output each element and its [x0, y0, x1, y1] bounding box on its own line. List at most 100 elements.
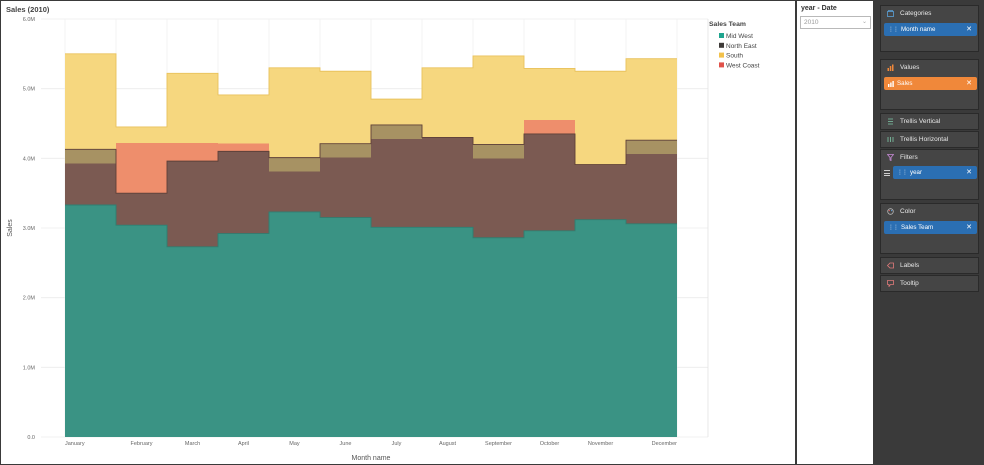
chip-year[interactable]: ⋮⋮ year ✕ [893, 166, 977, 179]
x-axis-label: Month name [352, 455, 391, 462]
chip-month-name[interactable]: ⋮⋮ Month name ✕ [884, 23, 977, 36]
area-segment-mid-west[interactable] [524, 230, 575, 437]
drag-handle-icon[interactable]: ⋮⋮ [888, 225, 899, 231]
area-segment-south[interactable] [218, 94, 269, 144]
legend-label: South [726, 53, 743, 60]
well-labels[interactable]: Labels [880, 257, 979, 274]
chevron-down-icon: ⌄ [861, 19, 867, 25]
stacked-area-chart[interactable]: 0.0 1.0M 2.0M 3.0M 4.0M 5.0M 6.0M January Februa… [1, 1, 797, 464]
area-segment-west-coast[interactable] [524, 120, 575, 134]
x-tick-label: April [238, 441, 249, 447]
area-segment-west-coast[interactable] [218, 143, 269, 152]
legend-swatch[interactable] [719, 62, 724, 68]
area-segment-mid-west[interactable] [626, 223, 677, 437]
x-tick-label: May [289, 441, 300, 447]
series-line-north-east [65, 124, 677, 194]
well-categories-label: Categories [900, 10, 932, 17]
x-tick-label: July [392, 441, 402, 447]
well-trellis-horizontal-label: Trellis Horizontal [900, 136, 949, 143]
well-categories[interactable]: Categories ⋮⋮ Month name ✕ [880, 5, 979, 52]
area-segment-mid-west[interactable] [65, 205, 116, 437]
y-tick-label: 5.0M [23, 87, 36, 93]
filter-options-icon[interactable] [884, 170, 890, 178]
area-segment-mid-west[interactable] [473, 237, 524, 437]
area-segment-mid-west[interactable] [575, 219, 626, 437]
legend-swatch[interactable] [719, 33, 724, 38]
area-segment-south[interactable] [524, 68, 575, 121]
legend-label: West Coast [726, 62, 760, 69]
area-segment-north-east[interactable] [116, 193, 167, 226]
filter-icon [887, 154, 894, 161]
area-segment-south[interactable] [422, 67, 473, 138]
area-segment-mid-west[interactable] [371, 227, 422, 437]
area-segment-north-east[interactable] [575, 164, 626, 220]
bar-chart-icon [888, 80, 894, 87]
filter-title: year - Date [801, 5, 837, 12]
area-segment-mid-west[interactable] [422, 227, 473, 437]
values-icon [887, 64, 894, 71]
y-axis-label: Sales [7, 219, 14, 237]
area-segment-mid-west[interactable] [116, 225, 167, 437]
well-trellis-horizontal[interactable]: Trellis Horizontal [880, 131, 979, 148]
categories-icon [887, 10, 894, 17]
area-segment-north-east[interactable] [524, 133, 575, 231]
well-filters[interactable]: Filters ⋮⋮ year ✕ [880, 149, 979, 200]
x-tick-label: June [340, 441, 352, 447]
area-overlap-band [320, 143, 371, 158]
area-segment-south[interactable] [320, 71, 371, 144]
area-segment-north-east[interactable] [473, 144, 524, 238]
well-values[interactable]: Values Sales ✕ [880, 59, 979, 110]
well-filters-label: Filters [900, 154, 918, 161]
remove-sales-icon[interactable]: ✕ [966, 80, 972, 87]
x-tick-label: March [185, 441, 200, 447]
remove-sales-team-icon[interactable]: ✕ [966, 224, 972, 231]
area-segment-south[interactable] [167, 73, 218, 144]
area-overlap-band [269, 157, 320, 172]
area-segment-north-east[interactable] [371, 124, 422, 228]
legend-label: North East [726, 43, 757, 50]
chart-title: Sales (2010) [6, 5, 50, 14]
area-segment-south[interactable] [575, 71, 626, 165]
well-color[interactable]: Color ⋮⋮ Sales Team ✕ [880, 203, 979, 254]
legend-title: Sales Team [709, 21, 746, 28]
area-segment-west-coast[interactable] [116, 143, 167, 194]
chip-month-name-label: Month name [901, 26, 936, 33]
area-segment-south[interactable] [116, 126, 167, 144]
well-values-label: Values [900, 64, 920, 71]
trellis-vertical-icon [888, 118, 893, 125]
area-overlap-band [626, 140, 677, 155]
x-tick-label: August [439, 441, 457, 447]
chip-sales-team[interactable]: ⋮⋮ Sales Team ✕ [884, 221, 977, 234]
area-segment-north-east[interactable] [218, 151, 269, 234]
x-tick-label: October [540, 441, 560, 447]
drag-handle-icon[interactable]: ⋮⋮ [897, 170, 908, 176]
area-segment-north-east[interactable] [167, 161, 218, 247]
area-segment-south[interactable] [269, 67, 320, 158]
remove-month-name-icon[interactable]: ✕ [966, 26, 972, 33]
y-tick-label: 4.0M [23, 156, 36, 162]
area-segment-south[interactable] [473, 55, 524, 145]
area-segment-mid-west[interactable] [320, 217, 371, 437]
labels-icon [887, 262, 894, 269]
area-segment-north-east[interactable] [422, 137, 473, 228]
year-dropdown[interactable]: 2010 ⌄ [800, 16, 871, 29]
area-segment-mid-west[interactable] [269, 211, 320, 437]
drag-handle-icon[interactable]: ⋮⋮ [888, 27, 899, 33]
chip-sales[interactable]: Sales ✕ [884, 77, 977, 90]
area-segment-mid-west[interactable] [218, 233, 269, 437]
legend-swatch[interactable] [719, 42, 724, 48]
area-segment-west-coast[interactable] [167, 143, 218, 162]
area-segment-south[interactable] [626, 58, 677, 141]
area-segment-mid-west[interactable] [167, 246, 218, 437]
legend-swatch[interactable] [719, 52, 724, 58]
trellis-horizontal-icon [887, 137, 894, 142]
well-trellis-vertical-label: Trellis Vertical [900, 118, 941, 125]
chart-panel: Sales (2010) 0.0 1.0M 2.0M 3.0M 4.0M 5.0M 6.0M… [0, 0, 797, 465]
x-tick-label: December [652, 441, 678, 447]
area-segment-south[interactable] [371, 99, 422, 125]
well-tooltip[interactable]: Tooltip [880, 275, 979, 292]
remove-year-icon[interactable]: ✕ [966, 169, 972, 176]
legend-label: Mid West [726, 33, 753, 40]
well-trellis-vertical[interactable]: Trellis Vertical [880, 113, 979, 130]
area-segment-south[interactable] [65, 53, 116, 150]
